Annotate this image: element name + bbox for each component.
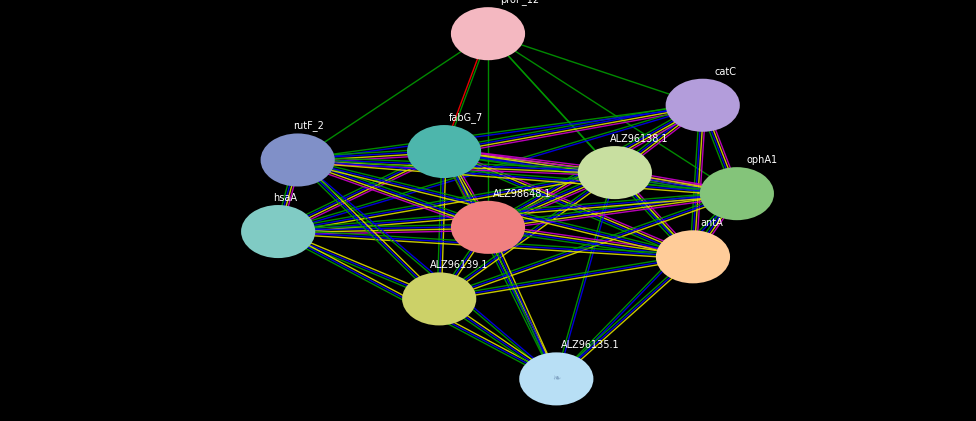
Text: antA: antA [701, 218, 723, 228]
Text: rutF_2: rutF_2 [293, 120, 324, 131]
Text: ALZ98648.1: ALZ98648.1 [493, 189, 551, 199]
Text: hsaA: hsaA [273, 193, 298, 203]
Ellipse shape [666, 79, 740, 132]
Ellipse shape [656, 230, 730, 283]
Text: ALZ96138.1: ALZ96138.1 [610, 134, 669, 144]
Ellipse shape [451, 201, 525, 254]
Text: fabG_7: fabG_7 [449, 112, 483, 123]
Text: proP_12: proP_12 [500, 0, 539, 5]
Ellipse shape [519, 352, 593, 405]
Text: ALZ96139.1: ALZ96139.1 [429, 260, 488, 270]
Text: ophA1: ophA1 [747, 155, 778, 165]
Ellipse shape [578, 146, 652, 199]
Ellipse shape [261, 133, 335, 187]
Ellipse shape [402, 272, 476, 325]
Ellipse shape [241, 205, 315, 258]
Ellipse shape [700, 167, 774, 220]
Ellipse shape [407, 125, 481, 178]
Text: ALZ96135.1: ALZ96135.1 [561, 340, 620, 350]
Text: ❧: ❧ [552, 374, 560, 384]
Text: catC: catC [714, 67, 737, 77]
Ellipse shape [451, 7, 525, 60]
